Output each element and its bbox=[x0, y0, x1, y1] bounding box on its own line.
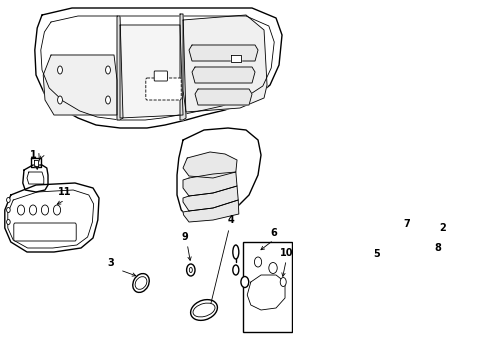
Polygon shape bbox=[183, 200, 238, 222]
Polygon shape bbox=[34, 160, 39, 166]
Text: 6: 6 bbox=[270, 228, 276, 238]
Polygon shape bbox=[189, 45, 258, 61]
Ellipse shape bbox=[367, 231, 375, 249]
Polygon shape bbox=[43, 55, 117, 115]
Ellipse shape bbox=[384, 250, 391, 266]
Polygon shape bbox=[177, 128, 261, 220]
Ellipse shape bbox=[280, 278, 285, 287]
Text: 10: 10 bbox=[279, 248, 292, 258]
Polygon shape bbox=[183, 172, 237, 196]
Polygon shape bbox=[120, 25, 183, 118]
Ellipse shape bbox=[385, 293, 390, 303]
Ellipse shape bbox=[53, 205, 61, 215]
Polygon shape bbox=[230, 55, 241, 62]
Ellipse shape bbox=[193, 303, 215, 317]
Text: 4: 4 bbox=[227, 215, 234, 225]
Ellipse shape bbox=[105, 66, 110, 74]
Ellipse shape bbox=[186, 264, 195, 276]
Ellipse shape bbox=[29, 205, 37, 215]
Ellipse shape bbox=[189, 267, 192, 273]
Ellipse shape bbox=[254, 257, 261, 267]
Ellipse shape bbox=[384, 274, 391, 286]
Ellipse shape bbox=[135, 276, 146, 289]
Polygon shape bbox=[183, 152, 237, 178]
Polygon shape bbox=[5, 183, 99, 252]
Text: 3: 3 bbox=[107, 258, 114, 268]
Ellipse shape bbox=[6, 207, 10, 212]
FancyBboxPatch shape bbox=[14, 223, 76, 241]
Polygon shape bbox=[192, 67, 255, 83]
Text: 8: 8 bbox=[434, 243, 441, 253]
Ellipse shape bbox=[368, 257, 374, 267]
Text: 7: 7 bbox=[403, 219, 409, 229]
Ellipse shape bbox=[105, 96, 110, 104]
Polygon shape bbox=[183, 15, 266, 112]
Ellipse shape bbox=[268, 262, 277, 274]
Polygon shape bbox=[117, 16, 123, 120]
Ellipse shape bbox=[190, 300, 217, 320]
Polygon shape bbox=[247, 275, 285, 310]
Polygon shape bbox=[183, 186, 238, 211]
Polygon shape bbox=[180, 14, 185, 120]
Ellipse shape bbox=[6, 220, 10, 225]
Ellipse shape bbox=[232, 265, 238, 275]
Polygon shape bbox=[23, 165, 48, 192]
Ellipse shape bbox=[133, 274, 149, 292]
Ellipse shape bbox=[6, 198, 10, 202]
Polygon shape bbox=[31, 158, 41, 167]
Ellipse shape bbox=[241, 276, 248, 288]
Text: 9: 9 bbox=[181, 232, 188, 242]
Text: 11: 11 bbox=[58, 187, 71, 197]
Text: 5: 5 bbox=[373, 249, 380, 259]
Ellipse shape bbox=[18, 205, 24, 215]
Ellipse shape bbox=[58, 96, 62, 104]
Ellipse shape bbox=[232, 245, 238, 259]
Ellipse shape bbox=[58, 66, 62, 74]
Polygon shape bbox=[195, 89, 251, 105]
Ellipse shape bbox=[41, 205, 48, 215]
FancyBboxPatch shape bbox=[243, 242, 292, 332]
Polygon shape bbox=[35, 8, 282, 128]
FancyBboxPatch shape bbox=[154, 71, 167, 81]
Text: 1: 1 bbox=[30, 150, 36, 160]
FancyBboxPatch shape bbox=[145, 78, 181, 100]
Text: 2: 2 bbox=[438, 223, 445, 233]
